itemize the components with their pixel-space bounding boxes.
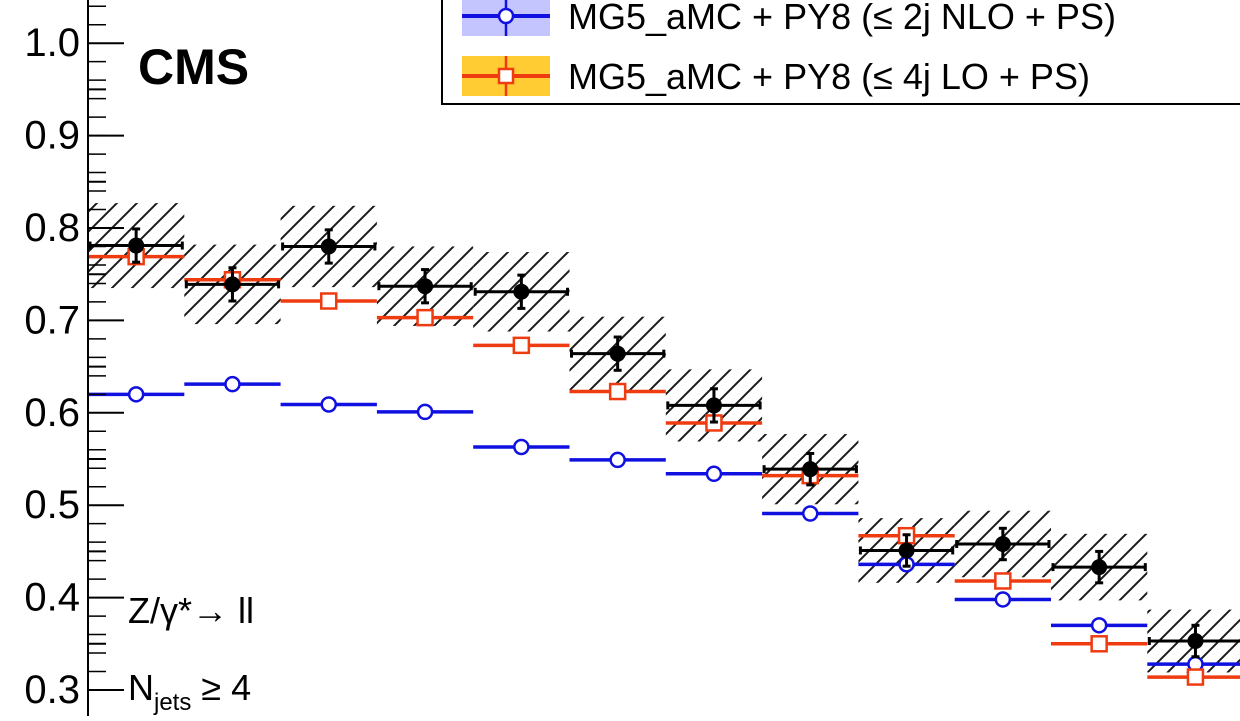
data-point xyxy=(898,542,915,559)
legend-box xyxy=(441,0,1240,105)
y-tick-label: 0.8 xyxy=(24,206,80,250)
y-tick-label: 0.5 xyxy=(24,483,80,527)
legend-swatch-nlo-marker xyxy=(497,7,515,25)
prediction-marker-nlo xyxy=(705,465,723,483)
legend: MG5_aMC + PY8 (≤ 2j NLO + PS) MG5_aMC + … xyxy=(441,0,1240,105)
prediction-marker-lo xyxy=(1090,635,1108,653)
prediction-series xyxy=(88,247,1240,686)
data-point xyxy=(417,278,434,295)
prediction-marker-lo xyxy=(1186,668,1205,686)
legend-entry-lo: MG5_aMC + PY8 (≤ 4j LO + PS) xyxy=(462,56,1090,97)
data-point xyxy=(1091,559,1108,576)
data-point xyxy=(994,536,1011,553)
prediction-marker-lo xyxy=(320,292,338,310)
prediction-marker-nlo xyxy=(224,375,241,393)
y-axis-tick-labels: 0.3 0.4 0.5 0.6 0.7 0.8 0.9 1.0 xyxy=(24,21,80,712)
prediction-marker-nlo xyxy=(416,403,434,421)
y-tick-label: 0.6 xyxy=(24,391,80,435)
prediction-marker-nlo xyxy=(802,505,819,522)
prediction-marker-nlo xyxy=(1090,617,1108,634)
experiment-label: CMS xyxy=(138,39,249,95)
prediction-marker-nlo xyxy=(513,438,530,456)
y-tick-label: 0.3 xyxy=(24,668,80,712)
selection-label: Njets ≥ 4 xyxy=(128,667,251,716)
prediction-marker-nlo xyxy=(320,396,337,413)
y-tick-label: 1.0 xyxy=(24,21,80,65)
prediction-marker-lo xyxy=(994,572,1012,590)
prediction-marker-nlo xyxy=(609,451,626,469)
data-point xyxy=(128,237,145,254)
y-tick-label: 0.7 xyxy=(24,298,80,342)
data-series xyxy=(88,227,1240,659)
data-point xyxy=(609,345,626,362)
prediction-marker-lo xyxy=(416,308,434,327)
data-point xyxy=(320,238,337,255)
legend-entry-nlo: MG5_aMC + PY8 (≤ 2j NLO + PS) xyxy=(462,0,1116,37)
selection-relation: ≥ 4 xyxy=(201,667,251,708)
y-axis-ticks xyxy=(88,5,124,691)
prediction-marker-nlo xyxy=(994,591,1012,608)
data-point xyxy=(224,276,241,293)
data-point xyxy=(513,283,530,300)
prediction-marker-lo xyxy=(608,382,627,401)
prediction-marker-lo xyxy=(512,336,531,355)
selection-symbol: N xyxy=(128,667,154,708)
y-tick-label: 0.9 xyxy=(24,114,80,158)
data-point xyxy=(802,461,819,478)
legend-label-lo: MG5_aMC + PY8 (≤ 4j LO + PS) xyxy=(568,56,1090,97)
process-label: Z/γ*→ ll xyxy=(128,590,254,631)
legend-swatch-lo-marker xyxy=(497,67,515,85)
prediction-marker-nlo xyxy=(127,386,145,403)
y-tick-label: 0.4 xyxy=(24,576,80,620)
data-point xyxy=(705,397,722,414)
data-point xyxy=(1187,633,1204,650)
selection-subscript: jets xyxy=(153,689,191,716)
legend-label-nlo: MG5_aMC + PY8 (≤ 2j NLO + PS) xyxy=(568,0,1116,37)
